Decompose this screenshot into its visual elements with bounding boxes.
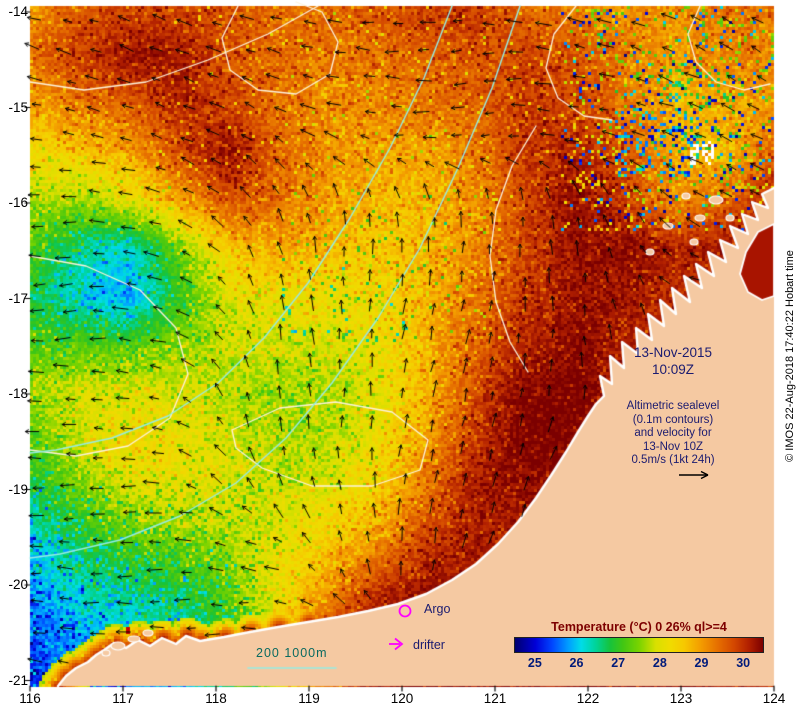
temperature-colorbar — [514, 637, 764, 653]
x-tick-label: 119 — [298, 691, 320, 706]
y-tick-label: -14 — [8, 4, 28, 19]
y-tick-label: -21 — [8, 672, 28, 688]
depth-contour-label: 200 1000m — [256, 646, 328, 660]
note-line: 13-Nov 10Z — [642, 440, 704, 453]
velocity-scale-arrow-icon — [676, 468, 718, 487]
colorbar-tick-label: 27 — [611, 656, 626, 670]
x-tick-label: 120 — [390, 691, 414, 706]
credit-text: © IMOS 22-Aug-2018 17:40:22 Hobart time — [784, 250, 796, 462]
note-line: and velocity for — [634, 427, 712, 439]
date-line2: 10:09Z — [651, 362, 695, 377]
x-tick-label: 121 — [483, 691, 507, 706]
argo-label: Argo — [424, 602, 451, 616]
y-tick-label: -18 — [8, 386, 28, 401]
note-line: Altimetric sealevel — [626, 400, 720, 412]
colorbar-tick-labels: 25 26 27 28 29 30 — [514, 656, 764, 673]
x-tick-label: 124 — [762, 691, 786, 706]
x-tick-label: 116 — [19, 691, 41, 706]
colorbar-tick-label: 29 — [694, 656, 709, 670]
note-line: 0.5m/s (1kt 24h) — [631, 454, 715, 466]
x-tick-label: 118 — [205, 691, 227, 706]
drifter-marker-icon — [387, 635, 409, 658]
sealevel-note: Altimetric sealevel (0.1m contours) and ve… — [597, 400, 749, 468]
x-tick-label: 123 — [669, 691, 693, 706]
x-tick-label: 117 — [112, 691, 134, 706]
colorbar-tick-label: 28 — [652, 656, 667, 670]
colorbar-tick-label: 25 — [527, 656, 542, 670]
y-tick-label: -16 — [8, 195, 28, 210]
date-line1: 13-Nov-2015 — [633, 345, 713, 360]
y-tick-label: -20 — [8, 577, 28, 592]
colorbar-tick-label: 26 — [569, 656, 584, 670]
colorbar-tick-label: 30 — [736, 656, 751, 670]
x-tick-label: 122 — [576, 691, 600, 706]
y-axis: -14 -15 -16 -17 -18 -19 -20 -21 — [1, 0, 28, 710]
x-axis: 116 117 118 119 120 121 122 123 124 — [0, 691, 800, 710]
legend-title: Temperature (°C) 0 26% ql>=4 — [551, 620, 727, 634]
y-tick-label: -17 — [8, 290, 28, 306]
note-line: (0.1m contours) — [632, 413, 714, 426]
argo-marker-icon — [396, 602, 414, 625]
datetime-annotation: 13-Nov-2015 10:09Z — [600, 344, 746, 378]
y-tick-label: -15 — [8, 99, 28, 115]
y-tick-label: -19 — [8, 481, 28, 497]
drifter-label: drifter — [413, 638, 445, 652]
